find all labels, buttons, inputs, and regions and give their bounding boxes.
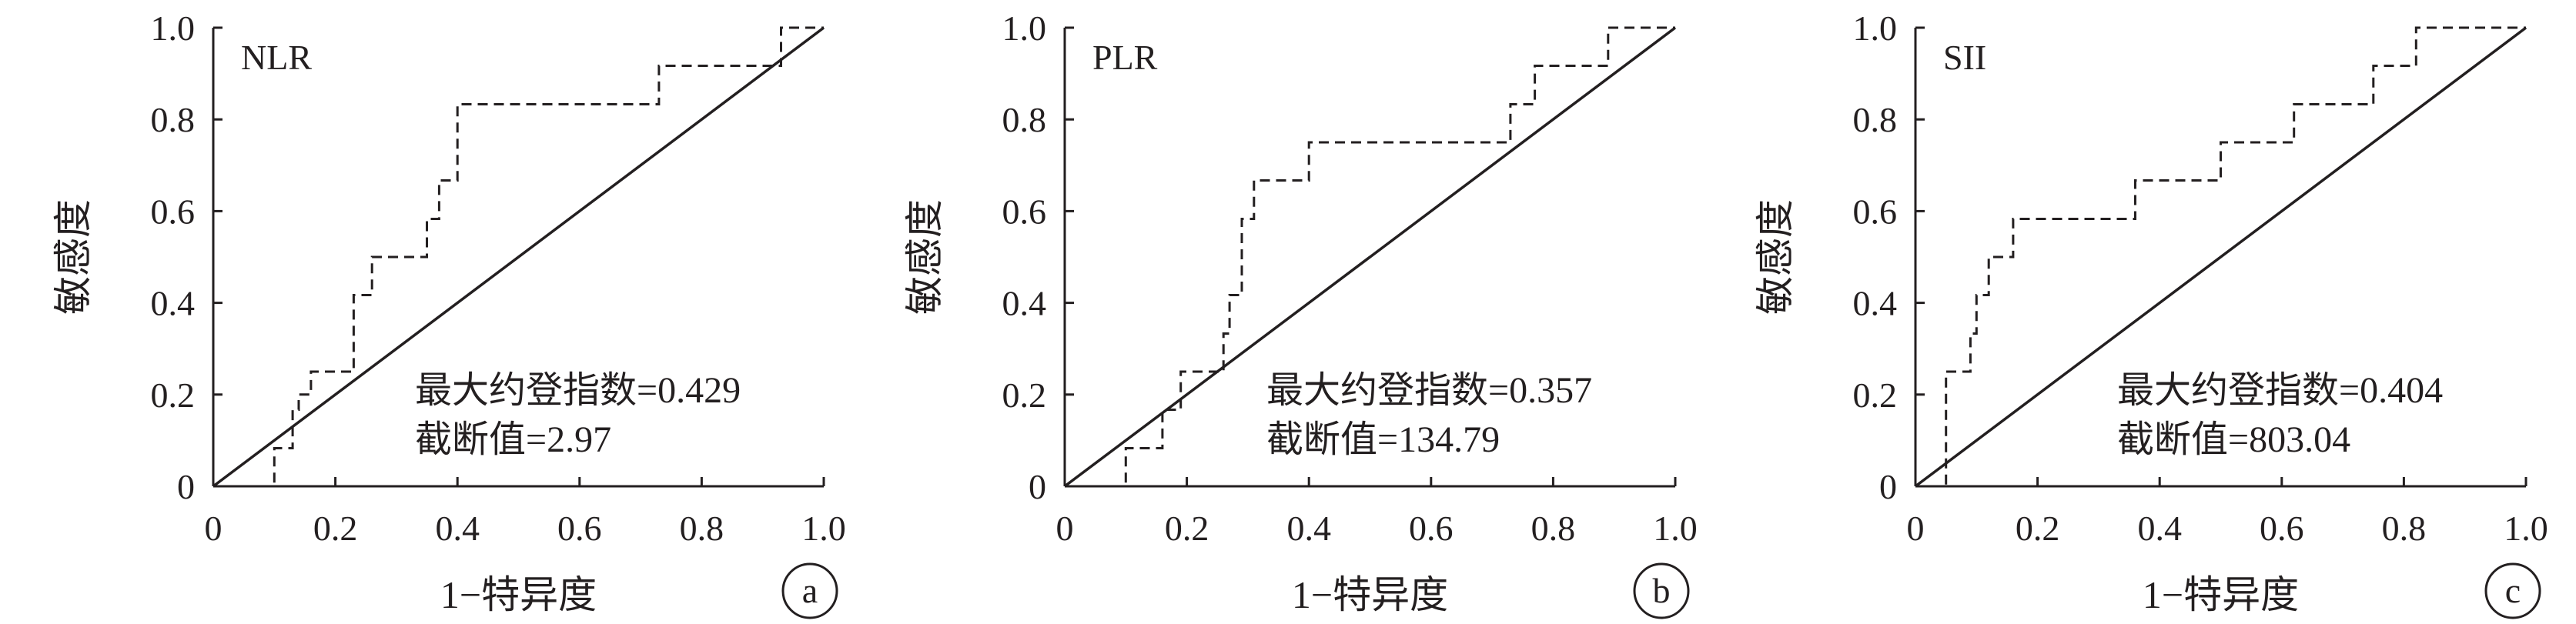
panel-letter-circle bbox=[2484, 562, 2541, 619]
roc-curve bbox=[1065, 26, 1675, 488]
x-axis-title: 1−特异度 bbox=[440, 573, 597, 616]
x-tick-label: 1.0 bbox=[1653, 509, 1698, 548]
x-axis-title: 1−特异度 bbox=[2143, 573, 2299, 616]
panel-letter-circle bbox=[781, 562, 838, 619]
y-tick-label: 0.8 bbox=[151, 100, 196, 139]
panel-letter: b bbox=[1653, 571, 1671, 610]
y-tick-label: 0.8 bbox=[1002, 100, 1047, 139]
x-tick-label: 0.2 bbox=[2016, 509, 2060, 548]
x-tick-label: 0.4 bbox=[2137, 509, 2182, 548]
roc-curve bbox=[213, 26, 824, 488]
y-tick-label: 0 bbox=[1879, 467, 1897, 506]
reference-diagonal bbox=[212, 26, 825, 488]
y-tick-label: 0 bbox=[1029, 467, 1046, 506]
roc-panel-b: 0 0.2 0.4 0.6 0.8 1.0 0 0.2 0.4 0.6 0.8 1.0 PLR 最大约登指… bbox=[903, 8, 1698, 619]
y-tick-label: 0.4 bbox=[151, 284, 196, 323]
panel-title: NLR bbox=[241, 38, 312, 77]
annotation-line: 最大约登指数=0.429 bbox=[415, 370, 741, 411]
roc-curve bbox=[1915, 26, 2526, 488]
y-tick-label: 1.0 bbox=[1853, 8, 1898, 48]
y-tick-label: 0.4 bbox=[1002, 284, 1047, 323]
panel-title: SII bbox=[1943, 38, 1986, 77]
y-tick-label: 0.2 bbox=[151, 375, 196, 415]
annotation-line: 截断值=803.04 bbox=[2117, 419, 2350, 460]
y-tick-label: 0.2 bbox=[1853, 375, 1898, 415]
y-tick-label: 0 bbox=[177, 467, 195, 506]
x-tick-label: 0 bbox=[1056, 509, 1074, 548]
roc-panel-a: 0 0.2 0.4 0.6 0.8 1.0 0 0.2 0.4 0.6 0.8 1.0 NLR 最大约登指… bbox=[52, 8, 846, 619]
annotation-line: 最大约登指数=0.357 bbox=[1266, 370, 1592, 411]
panel-letter: a bbox=[802, 571, 818, 610]
x-tick-label: 0.6 bbox=[1409, 509, 1454, 548]
y-tick-label: 1.0 bbox=[1002, 8, 1047, 48]
annotation-line: 截断值=134.79 bbox=[1266, 419, 1500, 460]
annotation-line: 最大约登指数=0.404 bbox=[2117, 370, 2443, 411]
x-axis-title: 1−特异度 bbox=[1292, 573, 1448, 616]
y-tick-label: 0.6 bbox=[1002, 192, 1047, 231]
x-tick-label: 0.8 bbox=[680, 509, 724, 548]
panel-letter-circle bbox=[1633, 562, 1690, 619]
y-tick-label: 0.8 bbox=[1853, 100, 1898, 139]
y-axis-title: 敏感度 bbox=[903, 199, 946, 315]
x-tick-label: 0 bbox=[1907, 509, 1925, 548]
y-axis-title: 敏感度 bbox=[1754, 199, 1797, 315]
x-tick-label: 1.0 bbox=[2504, 509, 2548, 548]
x-tick-label: 0.4 bbox=[1286, 509, 1331, 548]
y-tick-label: 0.2 bbox=[1002, 375, 1047, 415]
x-tick-label: 0.6 bbox=[557, 509, 602, 548]
x-tick-label: 0.8 bbox=[1531, 509, 1576, 548]
roc-panel-c: 0 0.2 0.4 0.6 0.8 1.0 0 0.2 0.4 0.6 0.8 1.0 SII 最大约登指… bbox=[1754, 8, 2548, 619]
x-tick-label: 0.8 bbox=[2382, 509, 2427, 548]
x-tick-label: 0.2 bbox=[313, 509, 358, 548]
y-tick-label: 0.6 bbox=[1853, 192, 1898, 231]
x-tick-label: 0.6 bbox=[2260, 509, 2304, 548]
y-tick-label: 0.6 bbox=[151, 192, 196, 231]
x-tick-label: 0.4 bbox=[435, 509, 480, 548]
reference-diagonal bbox=[1063, 26, 1677, 488]
x-tick-label: 1.0 bbox=[801, 509, 846, 548]
reference-diagonal bbox=[1914, 26, 2527, 488]
y-tick-label: 0.4 bbox=[1853, 284, 1898, 323]
y-tick-label: 1.0 bbox=[151, 8, 196, 48]
annotation-line: 截断值=2.97 bbox=[415, 419, 611, 460]
panel-title: PLR bbox=[1092, 38, 1158, 77]
panel-letter: c bbox=[2505, 571, 2521, 610]
x-tick-label: 0.2 bbox=[1165, 509, 1209, 548]
y-axis-title: 敏感度 bbox=[52, 199, 95, 315]
x-tick-label: 0 bbox=[205, 509, 222, 548]
